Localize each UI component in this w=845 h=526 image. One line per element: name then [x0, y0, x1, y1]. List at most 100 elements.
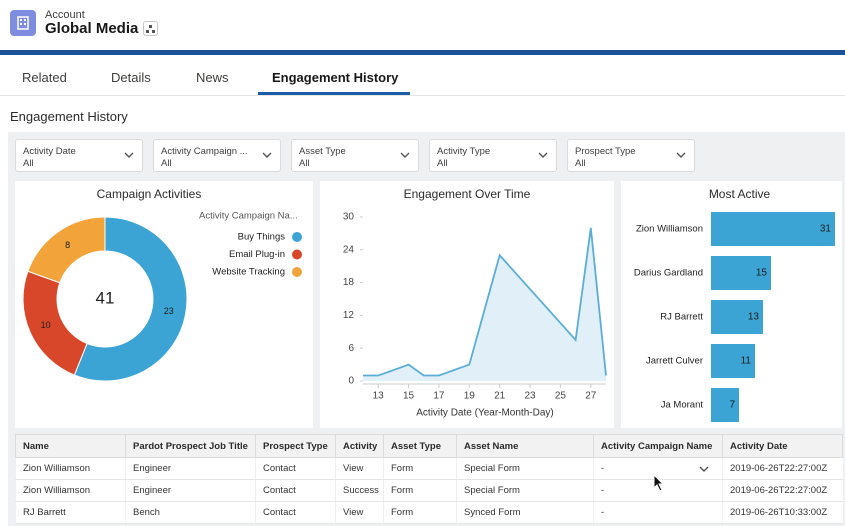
tab-active[interactable]: Engagement History	[272, 70, 399, 85]
y-tick-label: 12	[343, 310, 355, 321]
table-cell: Success	[335, 479, 384, 502]
table-cell: Engineer	[125, 479, 256, 502]
bar-category-label: Ja Morant	[661, 400, 704, 411]
chevron	[400, 152, 410, 158]
chevron	[538, 152, 548, 158]
header-band	[0, 50, 845, 55]
cell-text: Form	[391, 463, 414, 474]
cell-text: Contact	[263, 507, 296, 518]
column-header[interactable]: Asset Type	[383, 434, 457, 458]
table-cell: -	[593, 501, 723, 524]
y-tick-label: 0	[348, 376, 354, 387]
bar	[711, 256, 771, 290]
cell-text: Engineer	[133, 463, 172, 474]
filter-dropdown[interactable]: Activity Date All	[15, 139, 143, 172]
chevron-path	[400, 152, 410, 158]
segment-label: 23	[164, 306, 174, 316]
table-cell: -	[593, 479, 723, 502]
donut-center-label: 41	[96, 288, 115, 307]
bar-category-label: Zion Williamson	[636, 224, 703, 235]
cell-text: 2019-06-26T10:33:00Z	[730, 507, 828, 518]
chart-title: Engagement Over Time	[404, 187, 531, 201]
column-header[interactable]: Prospect Type	[255, 434, 336, 458]
cell-text: Form	[391, 485, 414, 496]
legend-swatch	[292, 232, 302, 242]
table-cell: Form	[383, 501, 457, 524]
bar	[711, 344, 755, 378]
filter-dropdown[interactable]: Activity Type All	[429, 139, 557, 172]
tab[interactable]: Related	[22, 70, 67, 85]
chevron	[124, 152, 134, 158]
x-tick-label: 25	[555, 391, 567, 402]
cell-text: -	[601, 485, 605, 496]
cell-text: Success	[343, 485, 379, 496]
table-cell: Contact	[255, 501, 336, 524]
donut-segment	[27, 216, 106, 284]
y-tick-label: 18	[343, 277, 355, 288]
mouse-cursor	[653, 474, 665, 492]
table-cell: Zion Williamson	[15, 479, 126, 502]
filter-label: Activity Campaign ...	[161, 146, 248, 157]
filter-dropdown[interactable]: Prospect Type All	[567, 139, 695, 172]
cell-text: Special Form	[464, 485, 520, 496]
table-cell: RJ Barrett	[15, 501, 126, 524]
filter-value: All	[575, 158, 586, 169]
tab[interactable]: News	[196, 70, 229, 85]
chart-card	[320, 181, 614, 428]
chevron	[676, 152, 686, 158]
chevron-path	[262, 152, 272, 158]
bar-value-label: 31	[820, 224, 832, 235]
column-header[interactable]: Activity Campaign Name	[593, 434, 723, 458]
cell-text: View	[343, 507, 364, 518]
cell-text: View	[343, 463, 364, 474]
bar-value-label: 11	[741, 356, 752, 367]
legend-swatch	[292, 267, 302, 277]
y-tick-label: 6	[348, 343, 354, 354]
bar-category-label: Darius Gardland	[634, 268, 703, 279]
column-header[interactable]: Activity Date	[722, 434, 843, 458]
column-header[interactable]: Activity	[335, 434, 384, 458]
filter-value: All	[299, 158, 310, 169]
chevron-path	[699, 466, 709, 472]
column-header[interactable]: Name	[15, 434, 126, 458]
filter-value: All	[23, 158, 34, 169]
bar	[711, 388, 739, 422]
active-tab-indicator	[258, 92, 410, 95]
filter-label: Asset Type	[299, 146, 346, 157]
cell-text: 2019-06-26T22:27:00Z	[730, 485, 828, 496]
line	[363, 227, 607, 377]
segment-label: 8	[65, 240, 70, 250]
cell-text: Zion Williamson	[23, 485, 91, 496]
section-title: Engagement History	[10, 109, 128, 124]
legend-label: Email Plug-in	[229, 249, 285, 260]
tab[interactable]: Details	[111, 70, 151, 85]
table-cell: 2019-06-26T22:27:00Z	[722, 457, 843, 480]
hierarchy-icon	[146, 25, 155, 33]
column-header[interactable]: Pardot Prospect Job Title	[125, 434, 256, 458]
filter-dropdown[interactable]: Asset Type All	[291, 139, 419, 172]
x-tick-label: 15	[403, 391, 415, 402]
donut-segment	[73, 216, 188, 382]
filter-dropdown[interactable]: Activity Campaign ... All	[153, 139, 281, 172]
tab-divider	[0, 95, 845, 96]
chevron-path	[124, 152, 134, 158]
chevron-path	[538, 152, 548, 158]
table-cell: Special Form	[456, 479, 594, 502]
chevron	[262, 152, 272, 158]
table-row: RJ Barrett Bench Contact View Form Synced For…	[15, 501, 843, 524]
table-cell: View	[335, 457, 384, 480]
y-tick-label: 24	[343, 244, 355, 255]
table-cell: Contact	[255, 479, 336, 502]
hierarchy-button[interactable]	[143, 21, 158, 36]
y-tick-label: 30	[343, 212, 355, 223]
cell-text: Zion Williamson	[23, 463, 91, 474]
filter-label: Activity Type	[437, 146, 491, 157]
filter-label: Activity Date	[23, 146, 76, 157]
table-cell: Special Form	[456, 457, 594, 480]
bar-value-label: 7	[729, 400, 735, 411]
x-tick-label: 17	[433, 391, 445, 402]
column-header[interactable]: Asset Name	[456, 434, 594, 458]
cell-text: Contact	[263, 463, 296, 474]
cell-text: Synced Form	[464, 507, 521, 518]
table-cell: Zion Williamson	[15, 457, 126, 480]
